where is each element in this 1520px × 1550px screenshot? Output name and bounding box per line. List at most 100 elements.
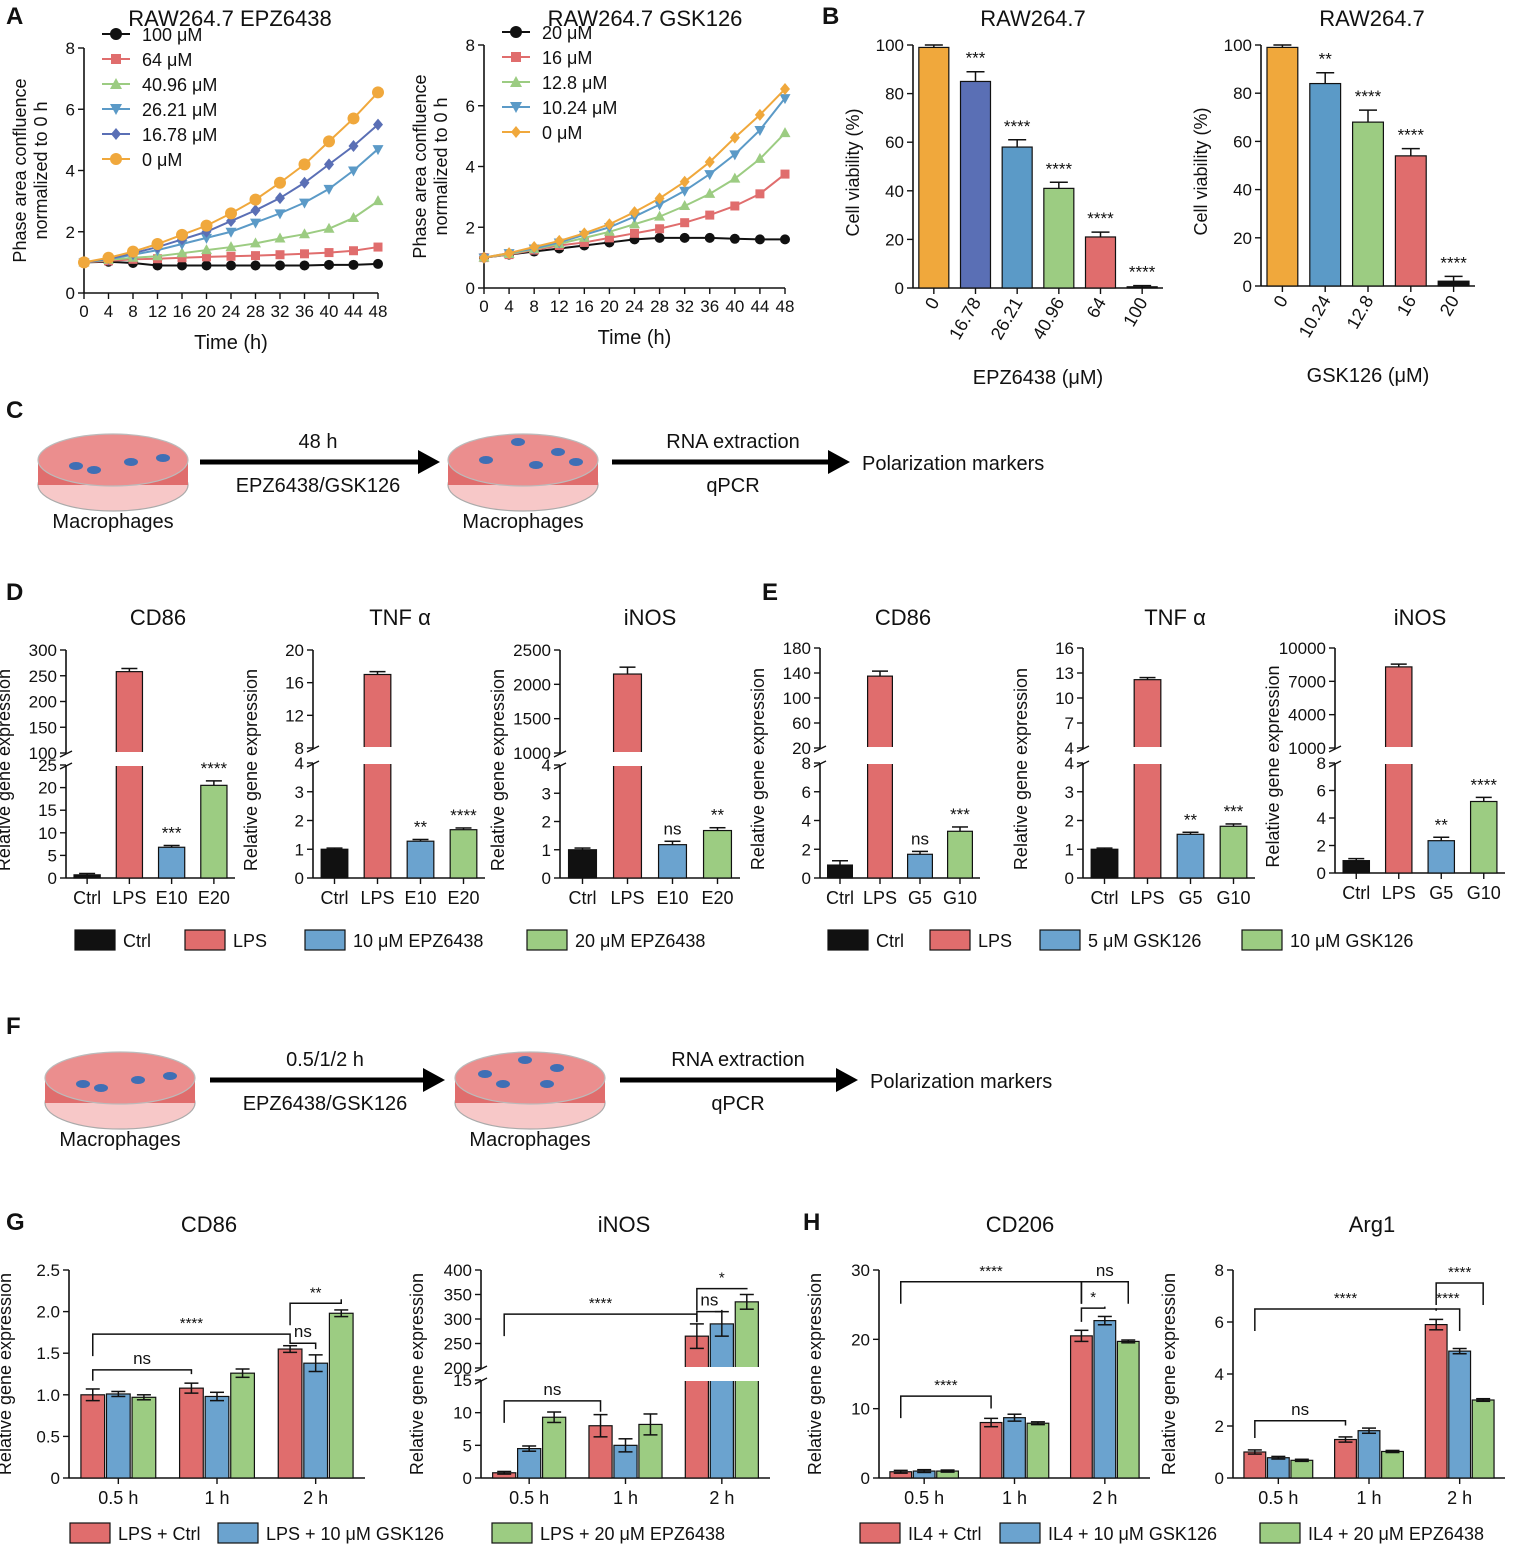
bar-break-gap (114, 752, 145, 766)
data-point (704, 232, 715, 243)
data-point (348, 259, 359, 270)
bar (230, 1372, 256, 1479)
y-axis-label: Relative gene expression (748, 668, 768, 870)
legend-swatch (859, 1522, 901, 1544)
data-point (780, 83, 790, 96)
y-tick-label: 150 (29, 718, 57, 737)
x-tick-label: 4 (104, 302, 113, 321)
bar-break-gap (683, 1367, 711, 1381)
x-tick-label: 16 (575, 297, 594, 316)
legend-label: IL4 + Ctrl (908, 1524, 982, 1544)
y-tick-label: 7000 (1288, 672, 1326, 691)
bar (115, 671, 144, 879)
arrow-label-top: 48 h (299, 431, 338, 453)
x-tick-label: LPS (863, 888, 897, 908)
x-tick-label: 0 (79, 302, 88, 321)
y-tick-label: 2 (1317, 837, 1326, 856)
significance-label: **** (180, 1315, 204, 1332)
axis-break (813, 745, 827, 753)
bar (1394, 155, 1427, 287)
axis-break (553, 750, 567, 758)
x-tick-label: G10 (943, 888, 977, 908)
x-tick-label: 0.5 h (1258, 1488, 1298, 1508)
x-tick-label: G5 (1178, 888, 1202, 908)
x-tick-label: 44 (344, 302, 363, 321)
data-point (202, 252, 211, 262)
bar (1342, 860, 1371, 874)
y-tick-label: 6 (802, 783, 811, 802)
significance-label: **** (201, 759, 228, 778)
significance-bracket (696, 1287, 748, 1311)
chart-title: Arg1 (1349, 1212, 1395, 1237)
x-tick-label: 2 h (709, 1488, 734, 1508)
y-tick-label: 3 (1065, 783, 1074, 802)
data-point (372, 86, 384, 99)
y-tick-label: 25 (38, 756, 57, 775)
y-tick-label: 16 (1055, 639, 1074, 658)
data-point (127, 245, 139, 258)
significance-label: ns (133, 1349, 151, 1368)
y-tick-label: 8 (466, 36, 475, 55)
y-tick-label: 2 (802, 840, 811, 859)
y-tick-label: 3 (542, 784, 551, 803)
significance-label: * (1090, 1289, 1096, 1306)
panel-letter-e: E (762, 579, 778, 606)
data-point (654, 200, 666, 211)
significance-bracket (1080, 1281, 1129, 1304)
x-tick-label: E10 (404, 888, 436, 908)
data-point (579, 227, 590, 240)
significance-label: *** (162, 823, 182, 842)
y-tick-label: 60 (1233, 132, 1252, 151)
data-point (347, 112, 360, 125)
y-tick-label: 4 (1317, 809, 1326, 828)
significance-label: ** (711, 806, 725, 825)
legend-label: LPS + 20 μM EPZ6438 (540, 1524, 725, 1544)
bar (178, 1387, 204, 1479)
dish-label: Macrophages (59, 1129, 180, 1151)
bar (709, 1323, 734, 1479)
y-tick-label: 40 (885, 182, 904, 201)
bar (1043, 187, 1075, 289)
y-tick-label: 7 (1065, 714, 1074, 733)
bar (320, 848, 349, 879)
bar-break-gap (611, 752, 644, 766)
x-tick-label: 16 (173, 302, 192, 321)
bar (200, 784, 228, 879)
bar (1471, 1399, 1495, 1479)
data-point (630, 228, 639, 238)
significance-bracket (900, 1395, 992, 1419)
x-tick-label: E10 (156, 888, 188, 908)
bar-break-gap (1132, 747, 1163, 764)
x-tick-label: 0.5 h (509, 1488, 549, 1508)
y-tick-label: 10 (1055, 689, 1074, 708)
data-point (226, 260, 236, 271)
bar (734, 1301, 759, 1479)
x-tick-label: E20 (447, 888, 479, 908)
significance-label: ** (1184, 810, 1198, 829)
data-point (324, 248, 334, 258)
x-tick-label: 12.8 (1343, 292, 1378, 332)
significance-bracket (289, 1299, 342, 1326)
bar (1001, 146, 1033, 289)
x-tick-label: Ctrl (569, 888, 597, 908)
legend-label: 26.21 μM (142, 100, 217, 120)
legend-swatch (184, 929, 226, 951)
x-tick-label: 16 (1393, 292, 1420, 319)
legend-marker (110, 104, 122, 115)
significance-bracket (503, 1400, 602, 1423)
panel-letter-g: G (6, 1209, 25, 1236)
y-tick-label: 2.0 (36, 1303, 60, 1322)
y-tick-label: 4 (1065, 754, 1074, 773)
data-point (604, 218, 615, 231)
x-tick-label: 64 (1083, 294, 1110, 321)
data-point (226, 251, 236, 261)
legend-marker (110, 78, 122, 89)
data-point (201, 244, 212, 255)
data-point (299, 260, 310, 271)
bar (1266, 1457, 1290, 1479)
bar (73, 874, 101, 879)
bar (1116, 1340, 1140, 1479)
data-point (275, 192, 285, 205)
